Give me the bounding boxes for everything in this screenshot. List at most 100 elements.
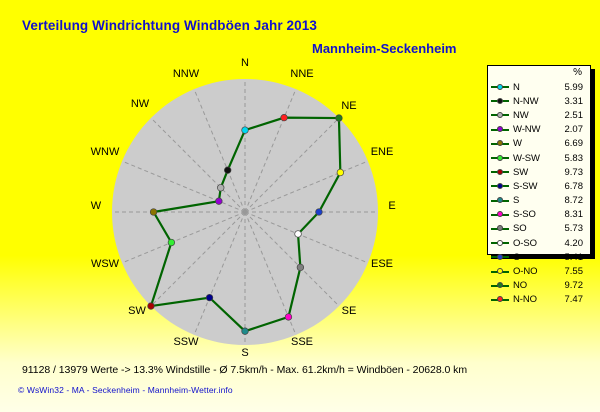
legend-rows: N 5.99 N-NW 3.31 NW 2.51 W-NW 2.07 W 6.69 W-SW 5.83… [488, 80, 590, 307]
legend-panel: % N 5.99 N-NW 3.31 NW 2.51 W-NW 2.07 W 6.69 W-SW 5.… [487, 65, 591, 305]
legend-marker-icon [491, 182, 509, 191]
legend-item-value: 9.73 [564, 166, 584, 178]
legend-item-label: O [513, 251, 521, 263]
data-point-w-nw [215, 197, 223, 205]
legend-item-value: 2.07 [564, 124, 584, 136]
legend-item-label: O-NO [513, 266, 538, 278]
legend-marker-icon [491, 253, 509, 262]
legend-item-o-no: O-NO 7.55 [488, 264, 590, 278]
legend-marker-icon [491, 295, 509, 304]
statistics-line: 91128 / 13979 Werte -> 13.3% Windstille … [22, 364, 468, 376]
wind-rose-chart: N NNE NE ENE E ESE SE SSE S SSW SW WSW W WNW NW NNW [90, 57, 396, 359]
legend-item-value: 5.73 [564, 223, 584, 235]
legend-marker-icon [491, 154, 509, 163]
data-point-n [241, 126, 249, 134]
legend-marker-icon [491, 210, 509, 219]
legend-item-value: 2.51 [564, 109, 584, 121]
grid-spoke-13 [121, 160, 246, 213]
legend-item-value: 5.99 [564, 81, 584, 93]
data-point-s-sw [205, 293, 214, 302]
legend-item-label: N [513, 81, 520, 93]
grid-spoke-1 [244, 88, 297, 213]
legend-percent-header: % [573, 67, 582, 78]
legend-item-label: S-SW [513, 180, 538, 192]
compass-label-nw: NW [130, 98, 150, 110]
grid-spoke-6 [244, 211, 340, 307]
station-subtitle: Mannheim-Seckenheim [312, 41, 457, 56]
legend-item-w: W 6.69 [488, 137, 590, 151]
compass-label-s: S [241, 347, 249, 359]
legend-item-s-so: S-SO 8.31 [488, 208, 590, 222]
wind-rose-svg [112, 79, 378, 345]
legend-item-label: NO [513, 280, 528, 292]
data-point-no [335, 114, 343, 122]
legend-item-n-no: N-NO 7.47 [488, 293, 590, 307]
grid-spoke-3 [244, 160, 369, 213]
compass-label-e: E [388, 200, 396, 212]
legend-item-o-so: O-SO 4.20 [488, 236, 590, 250]
grid-spoke-2 [244, 117, 340, 213]
compass-label-n: N [241, 57, 249, 69]
legend-item-value: 7.47 [564, 294, 584, 306]
legend-item-label: S [513, 195, 520, 207]
data-point-o [315, 208, 323, 216]
legend-item-value: 5.41 [564, 251, 584, 263]
legend-marker-icon [491, 139, 509, 148]
legend-item-value: 8.72 [564, 195, 584, 207]
grid-spoke-10 [150, 211, 246, 307]
legend-item-label: O-SO [513, 237, 537, 249]
grid-spoke-5 [244, 211, 369, 264]
legend-item-value: 8.31 [564, 209, 584, 221]
grid-spoke-14 [150, 117, 246, 213]
legend-item-label: W [513, 138, 522, 150]
legend-item-nw: NW 2.51 [488, 108, 590, 122]
legend-item-s: S 8.72 [488, 194, 590, 208]
legend-item-value: 4.20 [564, 237, 584, 249]
legend-item-so: SO 5.73 [488, 222, 590, 236]
legend-item-label: SO [513, 223, 527, 235]
legend-item-value: 3.31 [564, 95, 584, 107]
grid-spoke-11 [121, 211, 246, 264]
compass-label-ene: ENE [370, 146, 394, 158]
data-point-s [241, 327, 249, 335]
legend-header: % [488, 66, 590, 80]
compass-label-wnw: WNW [90, 146, 120, 158]
page-title: Verteilung Windrichtung Windböen Jahr 20… [22, 18, 317, 33]
data-point-n-no [280, 114, 288, 122]
grid-spoke-9 [193, 211, 246, 336]
data-point-o-so [294, 230, 302, 238]
legend-item-n-nw: N-NW 3.31 [488, 94, 590, 108]
compass-label-nnw: NNW [172, 68, 200, 80]
data-point-w [149, 208, 158, 216]
grid-spoke-15 [193, 88, 246, 213]
legend-marker-icon [491, 196, 509, 205]
legend-item-value: 6.69 [564, 138, 584, 150]
legend-marker-icon [491, 111, 509, 120]
legend-item-label: W-NW [513, 124, 541, 136]
legend-item-value: 5.83 [564, 152, 584, 164]
data-point-n-nw [224, 166, 232, 174]
legend-marker-icon [491, 97, 509, 106]
data-point-sw [147, 302, 155, 310]
compass-label-se: SE [341, 305, 357, 317]
credit-line: © WsWin32 - MA - Seckenheim - Mannheim-W… [18, 385, 233, 395]
legend-item-label: S-SO [513, 209, 536, 221]
data-point-s-so [284, 313, 293, 321]
compass-label-ssw: SSW [173, 336, 199, 348]
legend-marker-icon [491, 239, 509, 248]
data-point-so [296, 263, 305, 272]
legend-item-no: NO 9.72 [488, 279, 590, 293]
compass-label-ese: ESE [370, 258, 393, 270]
data-point-nw [217, 184, 225, 192]
legend-item-o: O 5.41 [488, 250, 590, 264]
data-point-o-no [336, 168, 345, 177]
compass-label-sw: SW [128, 305, 146, 317]
legend-item-value: 6.78 [564, 180, 584, 192]
data-point-w-sw [167, 238, 176, 247]
grid-spoke-7 [244, 211, 297, 336]
compass-label-sse: SSE [290, 336, 313, 348]
legend-marker-icon [491, 224, 509, 233]
legend-item-label: SW [513, 166, 529, 178]
legend-item-s-sw: S-SW 6.78 [488, 179, 590, 193]
